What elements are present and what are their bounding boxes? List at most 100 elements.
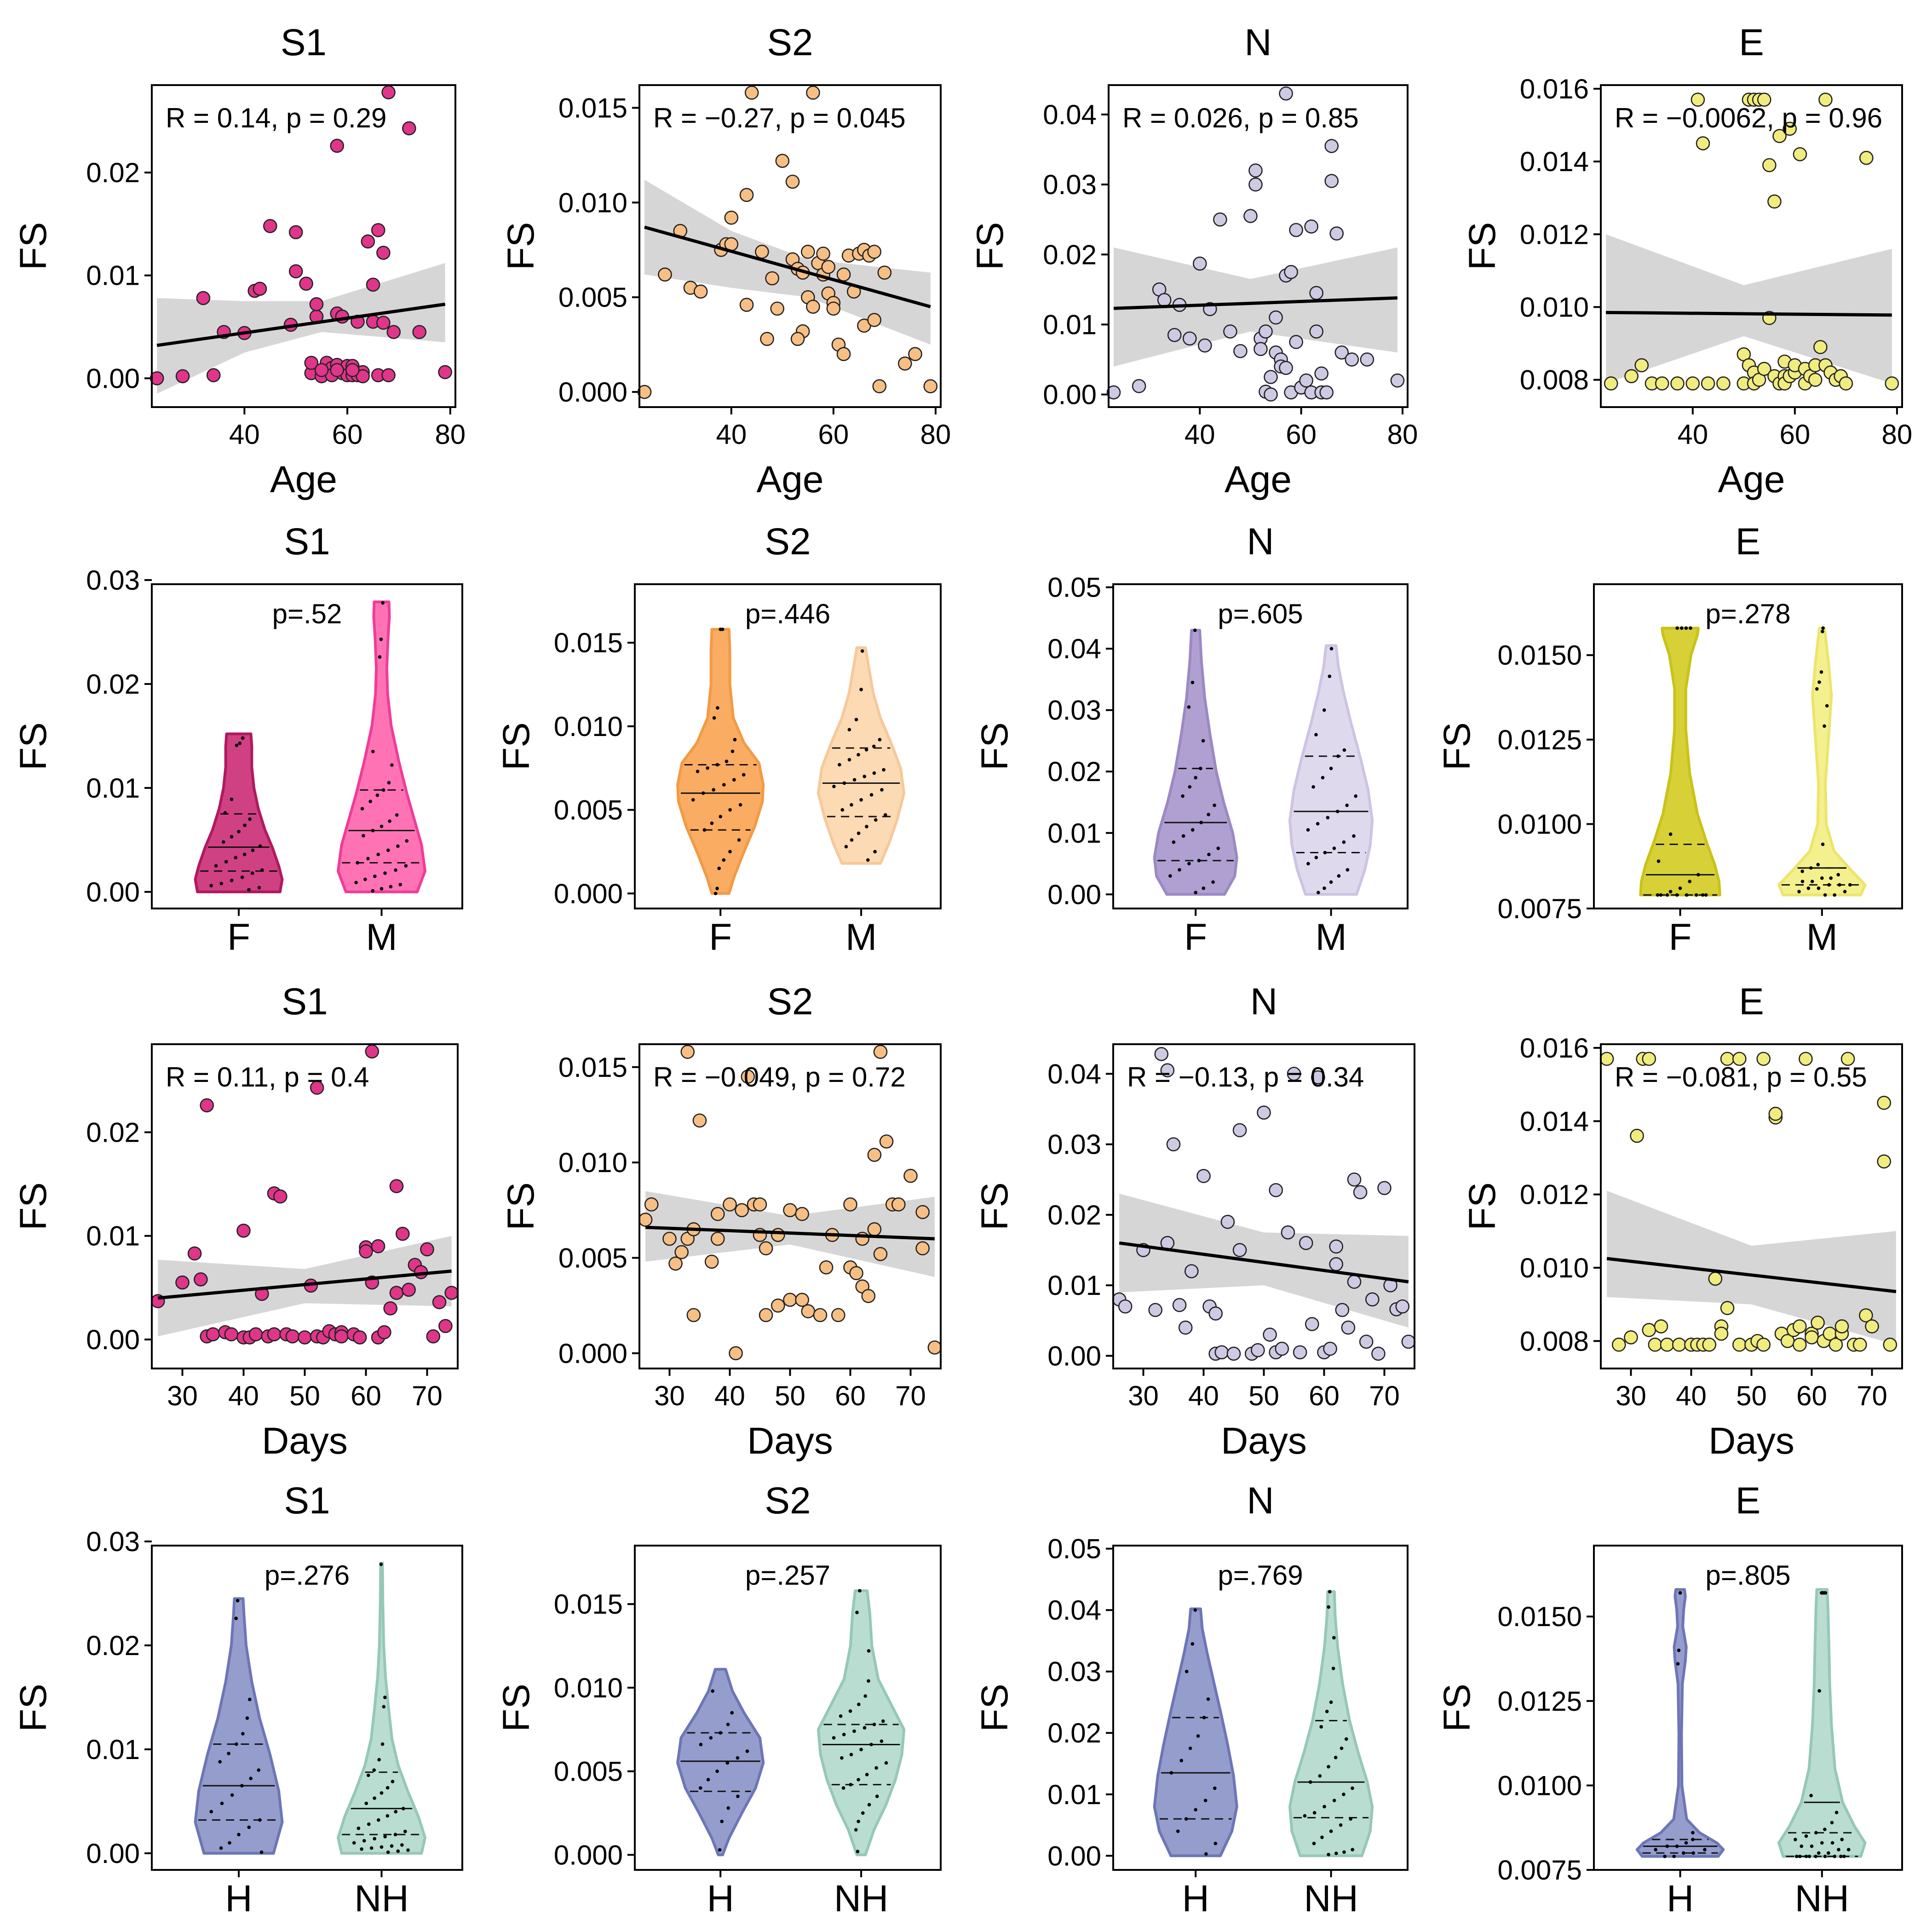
data-point: [1877, 1096, 1891, 1110]
x-category-label: NH: [1304, 1878, 1358, 1920]
jitter-point: [1659, 893, 1663, 897]
jitter-point: [1327, 1852, 1330, 1857]
violin-F: [194, 732, 284, 893]
correlation-annotation: R = −0.0062, p = 0.96: [1615, 103, 1882, 133]
y-tick-label: 0.0100: [1497, 1770, 1582, 1801]
x-axis-label: Age: [757, 459, 824, 500]
x-category-label: H: [707, 1878, 734, 1920]
x-category-label: F: [1669, 916, 1692, 958]
y-axis-label: FS: [1436, 1684, 1478, 1732]
data-point: [783, 1293, 797, 1307]
jitter-point: [1193, 628, 1197, 632]
data-point: [771, 1228, 785, 1242]
data-point: [263, 219, 277, 233]
jitter-point: [220, 1801, 224, 1806]
jitter-point: [356, 1826, 361, 1830]
jitter-point: [847, 728, 851, 731]
jitter-point: [380, 1742, 385, 1746]
data-point: [288, 225, 303, 240]
jitter-point: [706, 1777, 710, 1782]
data-point: [1345, 352, 1359, 367]
data-point: [1329, 1257, 1343, 1271]
x-tick-label: 40: [1184, 419, 1215, 450]
data-point: [1157, 293, 1172, 307]
jitter-point: [1184, 1817, 1188, 1821]
jitter-point: [1678, 1591, 1682, 1595]
panel-4: E FS 0.008 0.010 0.012 0.014 0.016 40 60 80 Age R =…: [1461, 22, 1912, 500]
data-point: [1193, 256, 1207, 271]
jitter-point: [719, 815, 722, 818]
panel-title: S1: [281, 22, 327, 63]
jitter-point: [377, 1758, 381, 1762]
panel-title: N: [1247, 521, 1274, 563]
jitter-point: [362, 1839, 366, 1843]
data-point: [1642, 1052, 1656, 1066]
jitter-point: [219, 881, 224, 886]
data-point: [637, 385, 652, 399]
jitter-point: [1830, 1841, 1834, 1845]
jitter-point: [1329, 647, 1334, 650]
data-point: [1178, 1320, 1193, 1335]
jitter-point: [710, 821, 714, 825]
jitter-point: [1665, 1844, 1669, 1848]
data-point: [1670, 376, 1685, 391]
y-tick-label: 0.012: [1520, 219, 1589, 250]
jitter-point: [393, 1833, 397, 1836]
jitter-point: [862, 775, 867, 778]
jitter-point: [881, 1719, 885, 1723]
x-tick-label: 70: [412, 1380, 443, 1411]
data-point: [352, 1330, 367, 1345]
data-point: [1793, 1319, 1807, 1334]
jitter-point: [699, 1742, 703, 1747]
jitter-point: [248, 817, 252, 821]
x-tick-label: 60: [1779, 419, 1810, 450]
jitter-point: [1308, 1780, 1312, 1784]
jitter-point: [844, 845, 848, 849]
jitter-point: [867, 1649, 871, 1653]
jitter-point: [857, 1777, 860, 1782]
jitter-point: [838, 763, 841, 767]
jitter-point: [1821, 842, 1825, 846]
jitter-point: [395, 813, 399, 817]
correlation-annotation: R = −0.081, p = 0.55: [1615, 1062, 1867, 1092]
jitter-point: [736, 1794, 740, 1798]
panel-11: N FS 0.00 0.01 0.02 0.03 0.04 30 40 50 60 70 Days R =…: [974, 981, 1416, 1462]
jitter-point: [1344, 1737, 1348, 1741]
y-axis-label: FS: [12, 722, 54, 770]
jitter-point: [1329, 1700, 1333, 1704]
jitter-point: [390, 1844, 394, 1848]
jitter-point: [367, 1822, 371, 1826]
jitter-point: [1680, 626, 1684, 630]
data-point: [310, 1081, 324, 1095]
jitter-point: [1169, 1771, 1173, 1775]
jitter-point: [850, 838, 854, 842]
jitter-point: [251, 848, 255, 852]
jitter-point: [241, 1732, 245, 1736]
jitter-point: [406, 1848, 410, 1852]
data-point: [872, 379, 887, 394]
data-point: [821, 259, 836, 274]
jitter-point: [403, 1829, 407, 1834]
data-point: [801, 1304, 816, 1318]
y-axis-label: FS: [1436, 722, 1478, 770]
p-value-annotation: p=.257: [745, 1560, 830, 1591]
jitter-point: [867, 1803, 871, 1807]
jitter-point: [1202, 1716, 1206, 1719]
jitter-point: [730, 1711, 734, 1715]
data-point: [438, 1319, 453, 1333]
jitter-point: [1820, 1841, 1824, 1845]
jitter-point: [1840, 1838, 1844, 1841]
jitter-point: [1190, 680, 1195, 684]
data-point: [1257, 1105, 1271, 1120]
jitter-point: [701, 791, 705, 795]
panel-frame: [151, 84, 456, 408]
jitter-point: [1187, 862, 1191, 866]
jitter-point: [249, 1777, 253, 1780]
jitter-point: [389, 885, 393, 889]
data-point: [1347, 1172, 1362, 1187]
panel-16: E FS 0.0075 0.0100 0.0125 0.0150 H NH p=.805: [1436, 1480, 1903, 1920]
y-tick-label: 0.00: [1047, 1340, 1101, 1371]
data-point: [1314, 366, 1329, 381]
panel-12: E FS 0.008 0.010 0.012 0.014 0.016 30 40 50 60 70 Da…: [1461, 981, 1903, 1462]
y-tick-label: 0.005: [558, 282, 627, 313]
